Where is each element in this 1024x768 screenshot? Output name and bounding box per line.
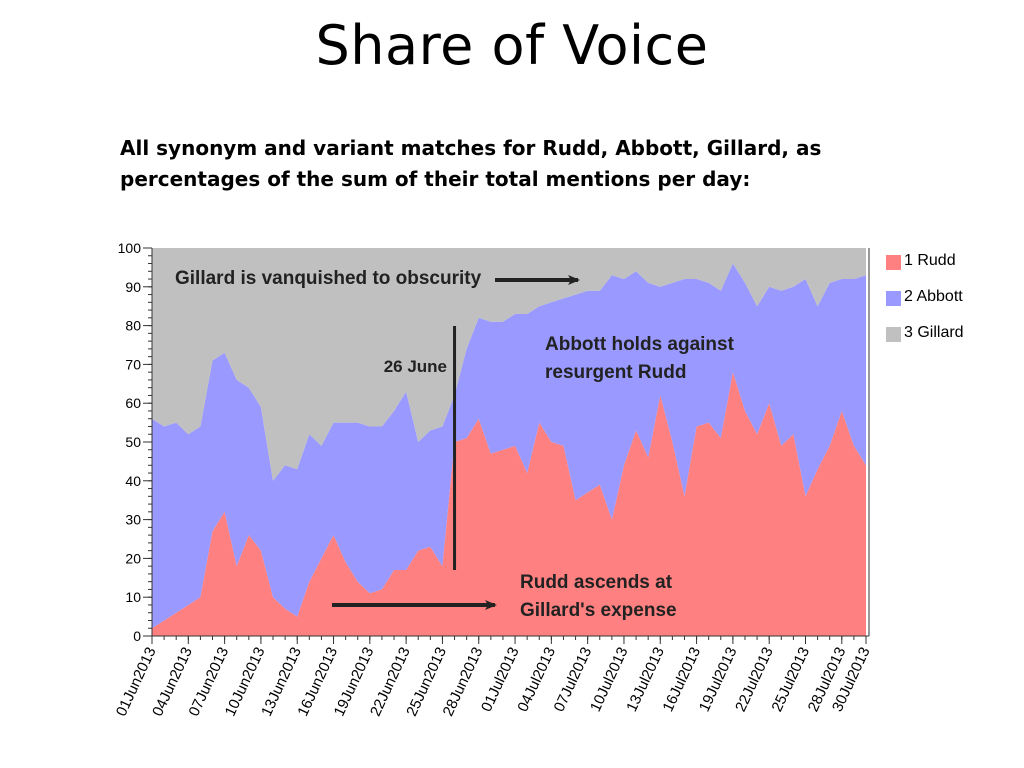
series-area-1-rudd — [152, 372, 866, 636]
series-area-3-gillard — [152, 248, 866, 481]
legend-swatch — [886, 327, 901, 342]
y-tick-label: 80 — [125, 318, 141, 334]
y-tick-label: 30 — [125, 512, 141, 528]
y-tick-label: 20 — [125, 550, 141, 566]
slide-subtitle: All synonym and variant matches for Rudd… — [120, 136, 822, 191]
legend-label: 2 Abbott — [904, 288, 963, 305]
legend-swatch — [886, 291, 901, 306]
series-area-2-abbott — [152, 263, 866, 629]
legend-label: 1 Rudd — [904, 252, 956, 269]
annotation-abbott-holds-line2: resurgent Rudd — [545, 362, 686, 383]
y-tick-label: 90 — [125, 279, 141, 295]
y-tick-label: 0 — [133, 628, 141, 644]
y-tick-label: 40 — [125, 473, 141, 489]
annotation-rudd-ascends-line1: Rudd ascends at — [520, 572, 673, 593]
y-tick-label: 70 — [125, 356, 141, 372]
annotation-26-june: 26 June — [384, 357, 447, 376]
annotation-rudd-ascends-line2: Gillard's expense — [520, 600, 677, 621]
legend-swatch — [886, 255, 901, 270]
y-tick-label: 100 — [118, 240, 142, 256]
annotation-gillard-vanquished: Gillard is vanquished to obscurity — [175, 268, 482, 289]
annotation-abbott-holds-line1: Abbott holds against — [545, 334, 735, 355]
y-tick-label: 60 — [125, 395, 141, 411]
slide-title: Share of Voice — [315, 14, 709, 77]
legend-label: 3 Gillard — [904, 324, 964, 341]
y-tick-label: 10 — [125, 589, 141, 605]
y-tick-label: 50 — [125, 434, 141, 450]
